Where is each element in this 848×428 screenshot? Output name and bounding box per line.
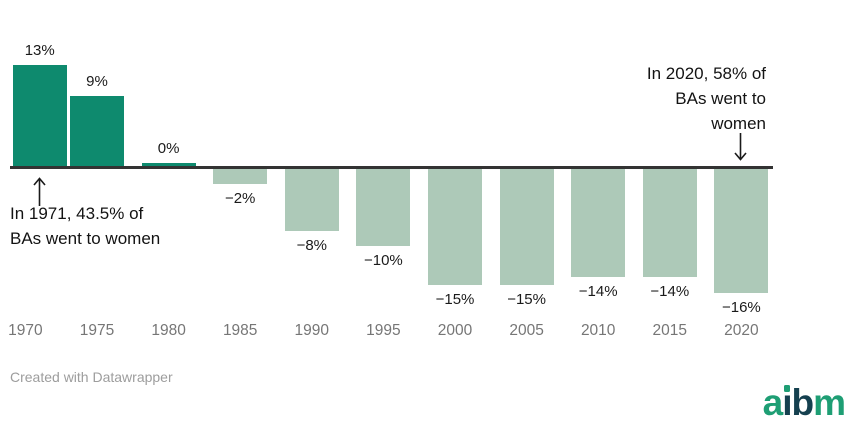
- logo-letter-a: a: [762, 382, 784, 423]
- bar: [70, 96, 124, 166]
- bar: [356, 168, 411, 246]
- aibm-logo: aı bm: [762, 382, 846, 423]
- bar-value-label: −14%: [578, 283, 618, 300]
- bar: [428, 168, 482, 285]
- annotation-1971: In 1971, 43.5% of BAs went to women: [10, 204, 161, 248]
- datawrapper-credit: Created with Datawrapper: [10, 369, 173, 385]
- bar-value-label: −10%: [363, 252, 403, 269]
- bar-value-label: −2%: [224, 190, 256, 207]
- x-axis-tick-label: 2010: [580, 322, 616, 339]
- logo-letter-m: m: [813, 382, 846, 423]
- x-axis-tick-label: 1970: [8, 322, 43, 339]
- bar: [714, 168, 769, 293]
- logo-i-dot: [783, 385, 791, 392]
- bar: [213, 168, 268, 184]
- x-axis-tick-label: 1980: [151, 322, 186, 339]
- bar-value-label: −16%: [721, 298, 761, 316]
- x-axis-tick-label: 1995: [366, 322, 401, 339]
- bar-value-label: 13%: [24, 42, 55, 60]
- x-axis-tick-label: 2005: [509, 322, 544, 339]
- zero-line: [10, 166, 773, 169]
- annotation-2020: In 2020, 58% of BAs went to women: [646, 64, 766, 133]
- x-axis-tick-label: 1985: [222, 322, 258, 339]
- bar-value-label: −8%: [296, 236, 328, 254]
- bar: [141, 163, 196, 166]
- x-axis-tick-label: 1975: [79, 322, 115, 339]
- up-arrow-icon: [33, 177, 46, 206]
- bar: [284, 168, 339, 231]
- x-axis-tick-label: 2020: [724, 322, 759, 339]
- x-axis-tick-label: 2015: [652, 322, 688, 339]
- bar: [499, 168, 554, 285]
- x-axis-tick-label: 1990: [294, 322, 330, 339]
- bar-value-label: 9%: [86, 73, 108, 91]
- bar: [642, 168, 697, 277]
- logo-letter-b: b: [791, 382, 814, 423]
- bar-value-label: −15%: [435, 290, 475, 308]
- bar: [12, 65, 67, 166]
- bar: [571, 168, 626, 277]
- bar-value-label: −14%: [650, 283, 690, 300]
- bar-value-label: −15%: [507, 290, 546, 308]
- down-arrow-icon: [734, 133, 747, 161]
- logo-letter-i: ı: [782, 382, 792, 423]
- x-axis-tick-label: 2000: [437, 322, 473, 339]
- bar-value-label: 0%: [157, 140, 180, 157]
